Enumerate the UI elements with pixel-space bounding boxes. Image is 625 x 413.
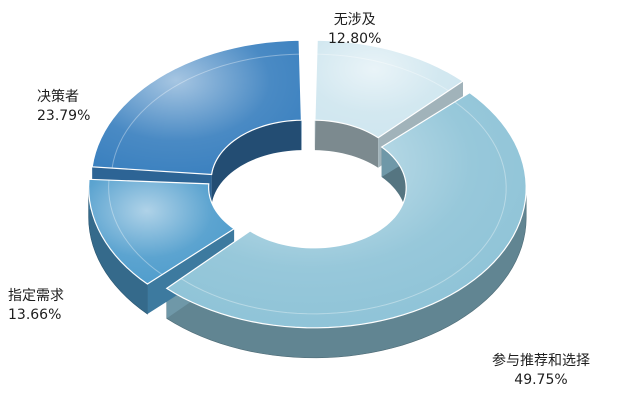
slice-percent: 13.66% bbox=[8, 307, 62, 323]
slice-percent: 23.79% bbox=[37, 108, 91, 124]
slice-highlight bbox=[92, 40, 302, 175]
slice-label-decision-maker: 决策者 23.79% bbox=[37, 88, 90, 126]
slice-name: 参与推荐和选择 bbox=[492, 353, 590, 369]
slice-sheen-line bbox=[108, 180, 163, 275]
slice-name: 指定需求 bbox=[8, 288, 64, 304]
slice-highlight bbox=[88, 179, 235, 285]
slice-highlight bbox=[314, 40, 463, 138]
slice-inner-wall bbox=[314, 120, 379, 168]
slice-highlight bbox=[166, 92, 527, 328]
slice-label-no-involvement: 无涉及 12.80% bbox=[328, 11, 381, 49]
slice-label-recommend-select: 参与推荐和选择 49.75% bbox=[492, 352, 590, 390]
slice-percent: 49.75% bbox=[514, 372, 568, 388]
slice-percent: 12.80% bbox=[328, 31, 382, 47]
slice-sheen-line bbox=[180, 101, 507, 315]
slice-name: 决策者 bbox=[37, 89, 79, 105]
slice-label-specify-demand: 指定需求 13.66% bbox=[8, 287, 64, 325]
slice-sheen-line bbox=[316, 53, 450, 92]
slice-sheen-line bbox=[111, 53, 300, 169]
slice-name: 无涉及 bbox=[333, 12, 376, 28]
